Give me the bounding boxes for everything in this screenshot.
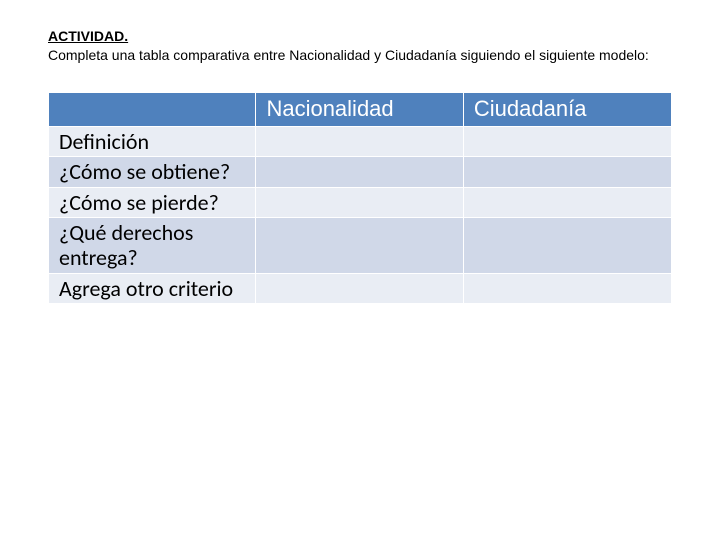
table-row: Definición <box>49 127 672 157</box>
table-row: Agrega otro criterio <box>49 273 672 303</box>
table-header-empty <box>49 93 256 127</box>
table-row: ¿Cómo se obtiene? <box>49 157 672 187</box>
table-cell <box>463 187 671 217</box>
table-cell <box>463 273 671 303</box>
table-cell <box>256 187 463 217</box>
table-row: ¿Qué derechos entrega? <box>49 218 672 274</box>
table-header-ciudadania: Ciudadanía <box>463 93 671 127</box>
row-label: ¿Qué derechos entrega? <box>49 218 256 274</box>
table-header-nacionalidad: Nacionalidad <box>256 93 463 127</box>
table-cell <box>256 273 463 303</box>
table-cell <box>463 218 671 274</box>
table-cell <box>463 127 671 157</box>
table-row: ¿Cómo se pierde? <box>49 187 672 217</box>
row-label: Agrega otro criterio <box>49 273 256 303</box>
row-label: ¿Cómo se pierde? <box>49 187 256 217</box>
row-label: ¿Cómo se obtiene? <box>49 157 256 187</box>
activity-instruction: Completa una tabla comparativa entre Nac… <box>48 46 672 64</box>
table-cell <box>256 157 463 187</box>
comparison-table: Nacionalidad Ciudadanía Definición ¿Cómo… <box>48 92 672 304</box>
activity-heading: ACTIVIDAD. <box>48 28 672 44</box>
table-cell <box>256 218 463 274</box>
table-header-row: Nacionalidad Ciudadanía <box>49 93 672 127</box>
row-label: Definición <box>49 127 256 157</box>
table-cell <box>463 157 671 187</box>
table-cell <box>256 127 463 157</box>
